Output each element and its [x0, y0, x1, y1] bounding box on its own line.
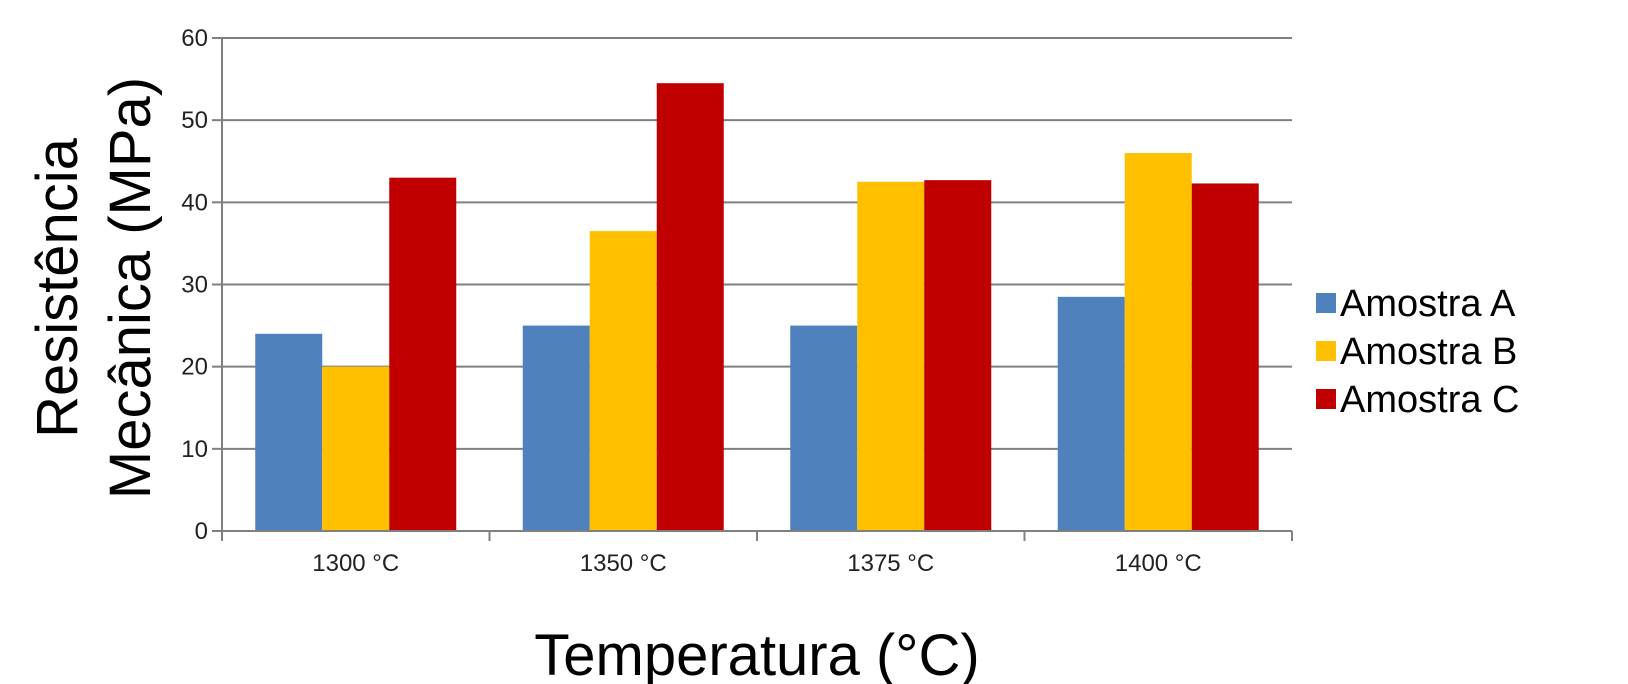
y-axis-title-line-1: Resistência [25, 137, 90, 438]
legend-swatch [1316, 389, 1336, 409]
bar-amostra-b-3 [1124, 153, 1192, 532]
axes [212, 37, 1293, 541]
x-axis-title: Temperatura (°C) [534, 623, 979, 684]
bar-amostra-c-1 [656, 83, 724, 532]
y-tick-label: 30 [181, 272, 208, 299]
bar-amostra-a-1 [522, 325, 590, 531]
x-tick-label: 1350 °C [580, 550, 667, 577]
y-tick-label: 50 [181, 107, 208, 134]
y-tick-label: 40 [181, 189, 208, 216]
y-tick-label: 20 [181, 354, 208, 381]
bar-amostra-c-0 [389, 177, 457, 531]
bars [255, 83, 1259, 532]
legend-label: Amostra C [1340, 379, 1519, 421]
bar-amostra-a-0 [255, 333, 323, 531]
bar-amostra-b-2 [857, 181, 925, 531]
bar-amostra-a-2 [790, 325, 858, 531]
bar-amostra-b-0 [322, 366, 390, 531]
x-tick-label: 1400 °C [1115, 550, 1202, 577]
legend-swatch [1316, 341, 1336, 361]
x-tick-label: 1375 °C [847, 550, 934, 577]
bar-amostra-c-2 [924, 180, 992, 532]
x-tick-label: 1300 °C [312, 550, 399, 577]
legend-label: Amostra B [1340, 331, 1517, 373]
bar-amostra-c-3 [1191, 183, 1259, 531]
y-axis-title-line-2: Mecânica (MPa) [98, 77, 163, 499]
y-tick-label: 10 [181, 436, 208, 463]
legend-swatch [1316, 293, 1336, 313]
bar-amostra-b-1 [589, 231, 657, 531]
y-tick-labels: 0 10 20 30 40 50 60 [181, 25, 208, 545]
x-tick-labels: 1300 °C 1350 °C 1375 °C 1400 °C [312, 550, 1202, 577]
legend-label: Amostra A [1340, 283, 1516, 325]
bar-amostra-a-3 [1057, 296, 1125, 531]
y-tick-label: 60 [181, 25, 208, 52]
legend: Amostra A Amostra B Amostra C [1316, 283, 1519, 421]
y-tick-label: 0 [195, 518, 208, 545]
